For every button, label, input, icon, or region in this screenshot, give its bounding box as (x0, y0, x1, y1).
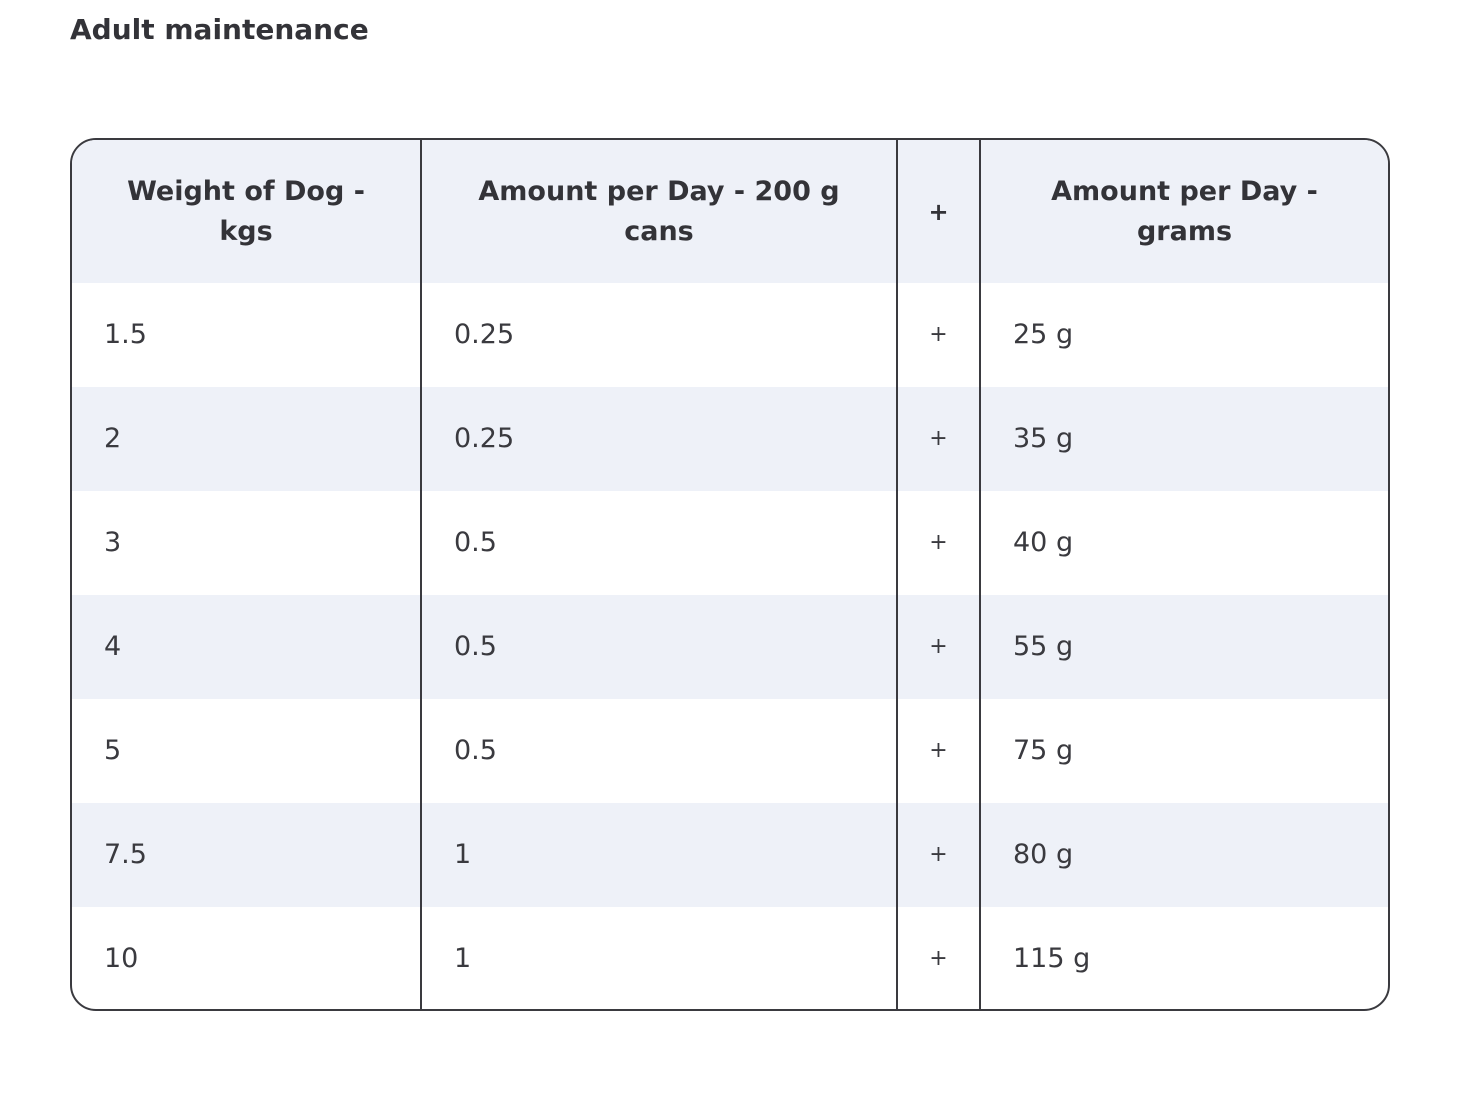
table-row: 2 0.25 + 35 g (72, 387, 1388, 491)
cell-grams: 75 g (979, 699, 1388, 803)
cell-cans: 0.25 (420, 283, 897, 387)
table-row: 5 0.5 + 75 g (72, 699, 1388, 803)
cell-weight: 10 (104, 943, 139, 974)
table-row: 1.5 0.25 + 25 g (72, 283, 1388, 387)
cell-plus: + (896, 803, 980, 907)
cell-weight: 2 (104, 423, 122, 454)
page-title: Adult maintenance (70, 13, 369, 46)
cell-plus: + (896, 699, 980, 803)
cell-cans: 1 (420, 803, 897, 907)
header-plus: + (896, 140, 980, 283)
cell-cans: 0.5 (420, 699, 897, 803)
cell-grams: 80 g (979, 803, 1388, 907)
feeding-table: Weight of Dog - kgs Amount per Day - 200… (70, 138, 1390, 1011)
cell-plus: + (896, 907, 980, 1009)
cell-cans: 0.5 (420, 595, 897, 699)
header-amount-grams: Amount per Day - grams (979, 140, 1388, 283)
table-row: 4 0.5 + 55 g (72, 595, 1388, 699)
cell-grams: 55 g (979, 595, 1388, 699)
table-header-row: Weight of Dog - kgs Amount per Day - 200… (72, 140, 1388, 283)
cell-weight: 1.5 (104, 319, 147, 350)
cell-weight: 4 (104, 631, 122, 662)
header-amount-cans: Amount per Day - 200 g cans (420, 140, 897, 283)
cell-cans: 0.5 (420, 491, 897, 595)
cell-plus: + (896, 595, 980, 699)
cell-grams: 25 g (979, 283, 1388, 387)
table-row: 3 0.5 + 40 g (72, 491, 1388, 595)
cell-plus: + (896, 283, 980, 387)
cell-grams: 40 g (979, 491, 1388, 595)
cell-grams: 35 g (979, 387, 1388, 491)
cell-plus: + (896, 387, 980, 491)
cell-weight: 3 (104, 527, 122, 558)
table-row: 7.5 1 + 80 g (72, 803, 1388, 907)
cell-grams: 115 g (979, 907, 1388, 1009)
cell-weight: 7.5 (104, 839, 147, 870)
cell-plus: + (896, 491, 980, 595)
cell-cans: 0.25 (420, 387, 897, 491)
cell-cans: 1 (420, 907, 897, 1009)
table-row: 10 1 + 115 g (72, 907, 1388, 1009)
header-weight-of-dog: Weight of Dog - kgs (127, 175, 365, 247)
cell-weight: 5 (104, 735, 122, 766)
